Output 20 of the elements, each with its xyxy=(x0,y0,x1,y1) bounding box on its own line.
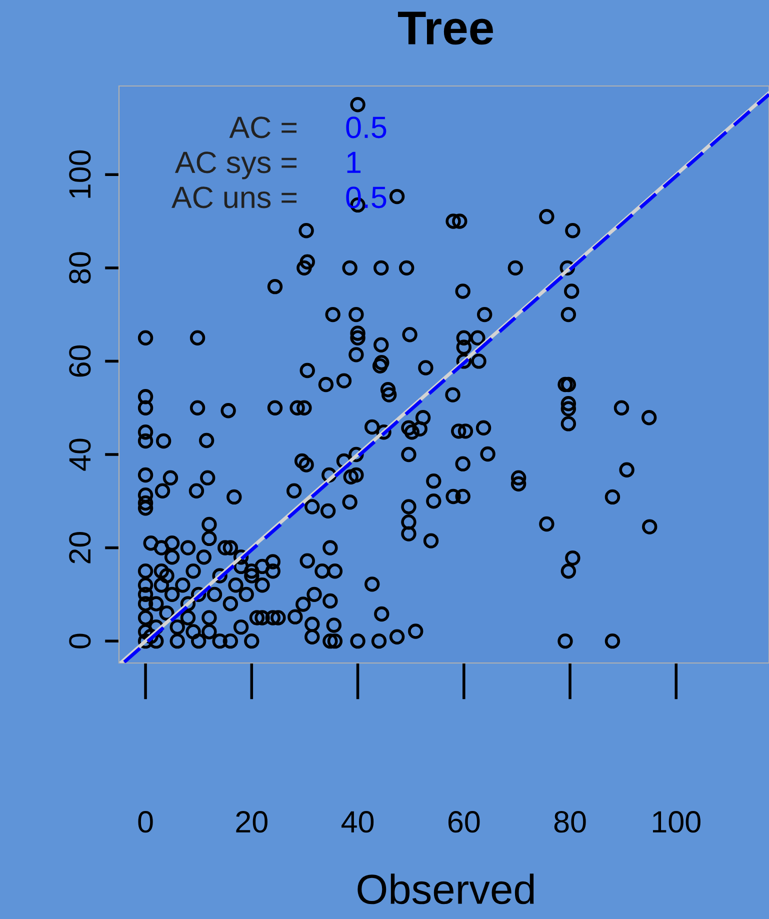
x-tick-label: 40 xyxy=(341,811,374,833)
y-tick-label: 20 xyxy=(69,532,91,564)
y-tick-label: 60 xyxy=(69,345,91,377)
x-tick-label: 0 xyxy=(138,811,153,833)
x-tick-label: 60 xyxy=(448,811,480,833)
chart-title: Tree xyxy=(398,12,493,45)
annotation: AC sys = xyxy=(174,152,296,180)
annotation: AC = xyxy=(229,116,296,138)
y-tick-label: 100 xyxy=(69,150,91,198)
y-tick-label: 80 xyxy=(69,252,91,284)
y-tick-label: 40 xyxy=(69,438,91,471)
x-axis-title: Observed xyxy=(358,874,534,904)
annotation: 0.5 xyxy=(346,186,386,208)
x-tick-label: 20 xyxy=(236,811,268,833)
x-tick-label: 100 xyxy=(652,811,700,833)
annotation: 1 xyxy=(347,152,360,173)
annotation: 0.5 xyxy=(346,116,386,138)
x-tick-label: 80 xyxy=(554,811,586,833)
annotation: AC uns = xyxy=(172,186,296,208)
y-tick-label: 0 xyxy=(69,634,91,648)
